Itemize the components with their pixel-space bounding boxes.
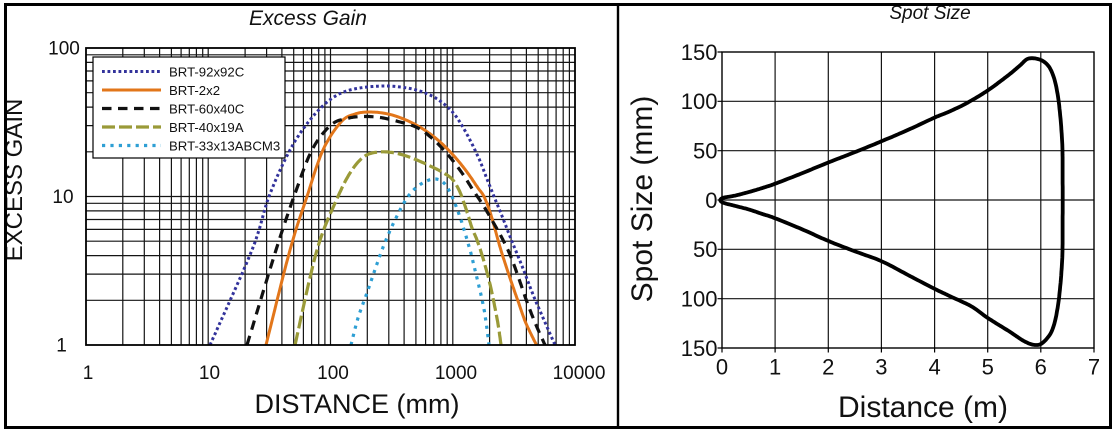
svg-text:DISTANCE (mm): DISTANCE (mm) — [255, 389, 460, 419]
svg-text:10000: 10000 — [553, 363, 606, 384]
svg-text:5: 5 — [982, 355, 994, 380]
svg-text:100: 100 — [681, 89, 718, 114]
svg-text:100: 100 — [681, 287, 718, 312]
svg-text:0: 0 — [716, 355, 728, 380]
svg-text:1: 1 — [83, 363, 94, 384]
svg-text:50: 50 — [693, 237, 717, 262]
svg-text:6: 6 — [1035, 355, 1047, 380]
svg-text:1: 1 — [56, 336, 67, 357]
svg-text:100: 100 — [48, 39, 80, 60]
svg-text:BRT-60x40C: BRT-60x40C — [169, 101, 245, 116]
svg-text:BRT-92x92C: BRT-92x92C — [169, 64, 245, 79]
svg-text:Distance (m): Distance (m) — [838, 391, 1008, 424]
svg-text:Spot Size: Spot Size — [889, 3, 970, 24]
svg-text:2: 2 — [822, 355, 834, 380]
svg-text:Excess Gain: Excess Gain — [249, 7, 367, 30]
svg-text:150: 150 — [681, 40, 718, 65]
svg-text:7: 7 — [1088, 355, 1100, 380]
svg-text:0: 0 — [705, 188, 717, 213]
svg-text:3: 3 — [875, 355, 887, 380]
svg-text:10: 10 — [199, 363, 220, 384]
svg-text:1: 1 — [769, 355, 781, 380]
svg-text:Spot Size (mm): Spot Size (mm) — [626, 96, 659, 303]
svg-text:BRT-2x2: BRT-2x2 — [169, 83, 220, 98]
svg-text:50: 50 — [693, 139, 717, 164]
svg-text:BRT-33x13ABCM3: BRT-33x13ABCM3 — [169, 138, 280, 153]
svg-text:1000: 1000 — [435, 363, 477, 384]
svg-text:100: 100 — [317, 363, 349, 384]
svg-text:4: 4 — [928, 355, 940, 380]
svg-text:BRT-40x19A: BRT-40x19A — [169, 120, 244, 135]
svg-text:10: 10 — [52, 187, 73, 208]
svg-text:150: 150 — [681, 336, 718, 361]
